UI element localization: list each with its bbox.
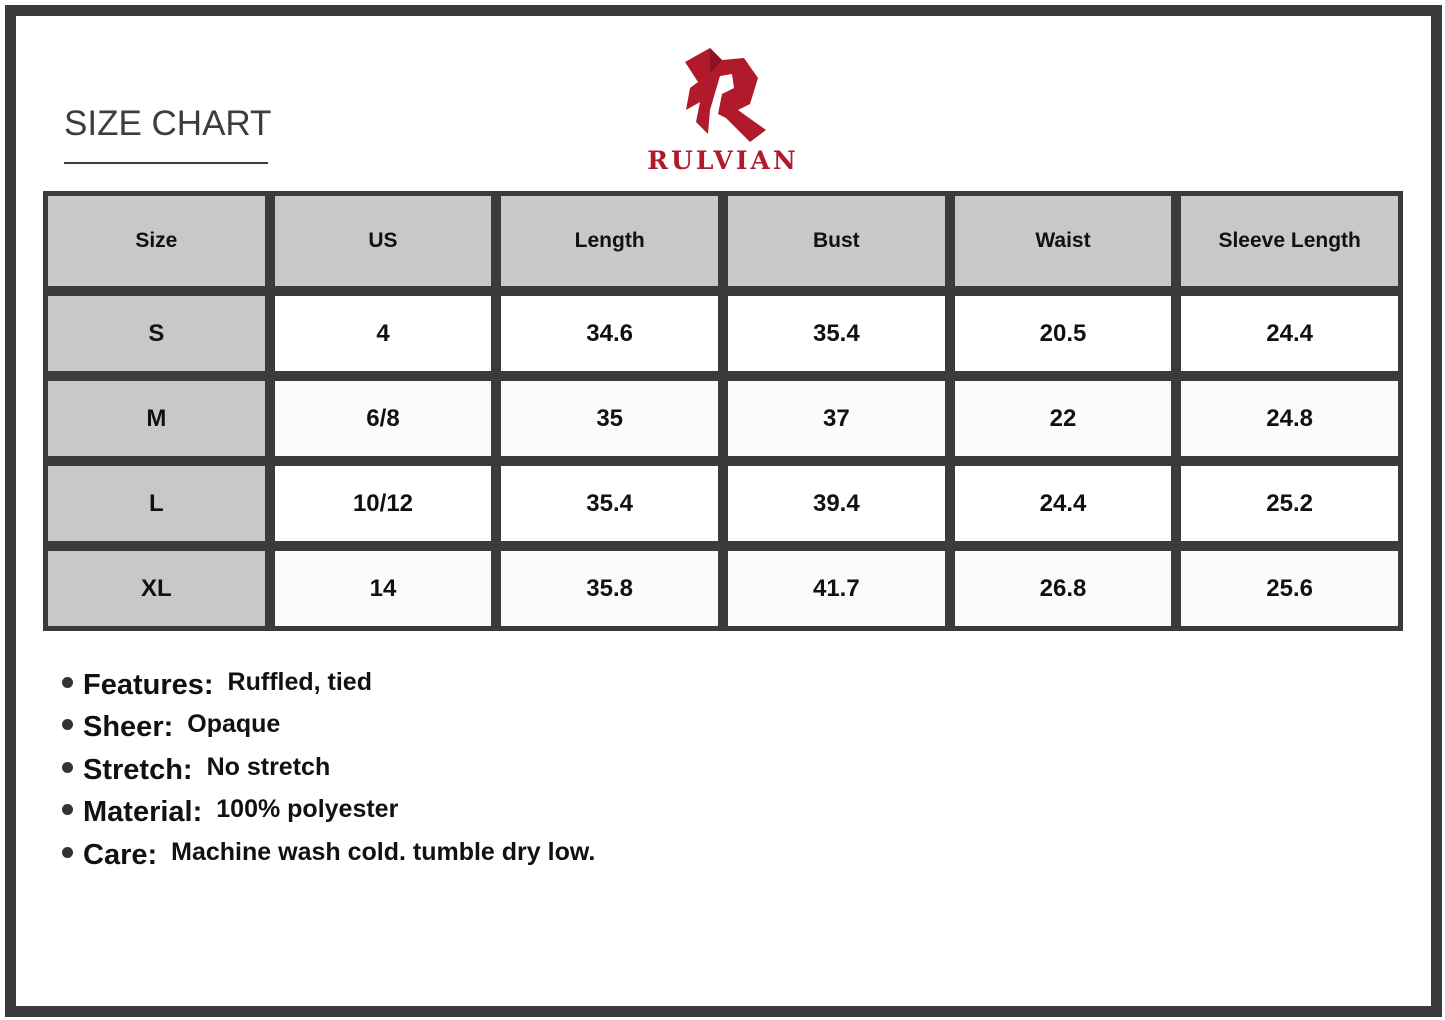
column-header: Sleeve Length (1181, 196, 1398, 286)
size-label-cell: L (48, 466, 265, 541)
column-header: US (274, 196, 492, 286)
table-cell: 14 (274, 551, 492, 626)
table-cell: 24.4 (954, 466, 1172, 541)
spec-item: Stretch: No stretch (62, 749, 595, 792)
table-cell: 24.4 (1181, 296, 1398, 371)
spec-value: Machine wash cold. tumble dry low. (171, 837, 596, 866)
table-cell: 24.8 (1181, 381, 1398, 456)
table-cell: 20.5 (954, 296, 1172, 371)
title-underline (64, 162, 268, 164)
bullet-icon (62, 846, 73, 858)
bullet-icon (62, 719, 73, 731)
product-specs: Features: Ruffled, tied Sheer: Opaque Stretc… (62, 664, 595, 877)
table-cell: 10/12 (274, 466, 492, 541)
spec-item: Sheer: Opaque (62, 707, 595, 750)
spec-label: Sheer: (83, 711, 174, 744)
table-cell: 26.8 (954, 551, 1172, 626)
spec-item: Care: Machine wash cold. tumble dry low. (62, 834, 595, 877)
column-header: Bust (728, 196, 945, 286)
page-title: SIZE CHART (64, 104, 272, 143)
table-cell: 35.8 (501, 551, 718, 626)
bullet-icon (62, 804, 73, 816)
brand-logo-icon (685, 48, 766, 142)
table-cell: 4 (274, 296, 492, 371)
spec-value: Opaque (187, 710, 281, 739)
spec-value: No stretch (206, 752, 331, 781)
size-label-cell: S (48, 296, 265, 371)
table-cell: 25.6 (1181, 551, 1398, 626)
table-cell: 35.4 (501, 466, 718, 541)
table-cell: 39.4 (728, 466, 945, 541)
table-cell: 35.4 (728, 296, 945, 371)
table-cell: 41.7 (728, 551, 945, 626)
spec-label: Features: (83, 668, 214, 701)
column-header: Waist (954, 196, 1172, 286)
table-cell: 34.6 (501, 296, 718, 371)
bullet-icon (62, 676, 73, 688)
size-table: Size US Length Bust Waist Sleeve Length S 4 34.6… (43, 191, 1403, 631)
size-label-cell: XL (48, 551, 265, 626)
spec-item: Features: Ruffled, tied (62, 664, 595, 707)
spec-label: Stretch: (83, 753, 193, 786)
table-cell: 22 (954, 381, 1172, 456)
spec-label: Care: (83, 838, 158, 871)
table-cell: 35 (501, 381, 718, 456)
spec-value: Ruffled, tied (227, 667, 372, 696)
page-frame (5, 5, 1442, 1017)
spec-label: Material: (83, 796, 203, 829)
spec-value: 100% polyester (216, 795, 399, 824)
column-header: Length (501, 196, 718, 286)
table-cell: 37 (728, 381, 945, 456)
bullet-icon (62, 761, 73, 773)
column-header: Size (48, 196, 265, 286)
size-label-cell: M (48, 381, 265, 456)
table-cell: 25.2 (1181, 466, 1398, 541)
spec-item: Material: 100% polyester (62, 792, 595, 835)
brand-name: RULVIAN (647, 146, 799, 175)
table-cell: 6/8 (274, 381, 492, 456)
